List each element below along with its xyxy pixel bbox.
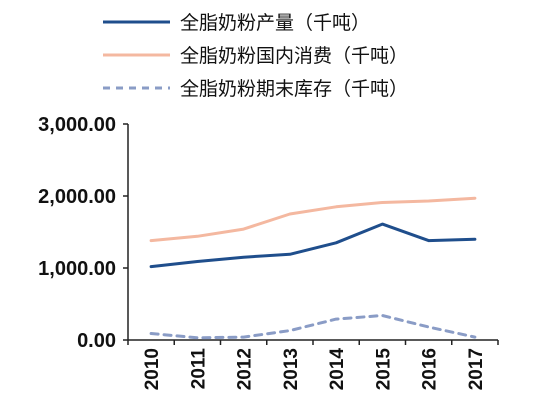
y-tick-label: 1,000.00 xyxy=(38,258,116,280)
x-tick-label: 2017 xyxy=(466,348,487,390)
x-tick-label: 2015 xyxy=(373,348,394,391)
legend-label-2: 全脂奶粉国内消费（千吨） xyxy=(180,45,408,67)
x-tick-label: 2013 xyxy=(281,348,302,390)
y-axis: 0.00 1,000.00 2,000.00 3,000.00 xyxy=(38,114,129,352)
x-tick-label: 2010 xyxy=(142,348,163,390)
y-tick-label: 2,000.00 xyxy=(38,186,116,208)
x-tick-label: 2011 xyxy=(188,348,209,390)
x-tick-label: 2012 xyxy=(235,348,256,390)
x-axis: 2010 2011 2012 2013 2014 2015 2016 2017 xyxy=(127,339,499,391)
x-tick-label: 2016 xyxy=(420,348,441,390)
y-tick-label: 3,000.00 xyxy=(38,114,116,136)
x-tick-label: 2014 xyxy=(327,348,348,391)
series-line-3 xyxy=(149,314,477,340)
series-line-2 xyxy=(149,196,477,243)
legend-label-1: 全脂奶粉产量（千吨） xyxy=(180,12,370,34)
chart-legend: 全脂奶粉产量（千吨） 全脂奶粉国内消费（千吨） 全脂奶粉期末库存（千吨） xyxy=(103,12,408,100)
y-tick-label: 0.00 xyxy=(77,330,116,352)
series-line-1 xyxy=(149,222,477,269)
legend-label-3: 全脂奶粉期末库存（千吨） xyxy=(180,78,408,100)
series-lines xyxy=(149,196,477,340)
